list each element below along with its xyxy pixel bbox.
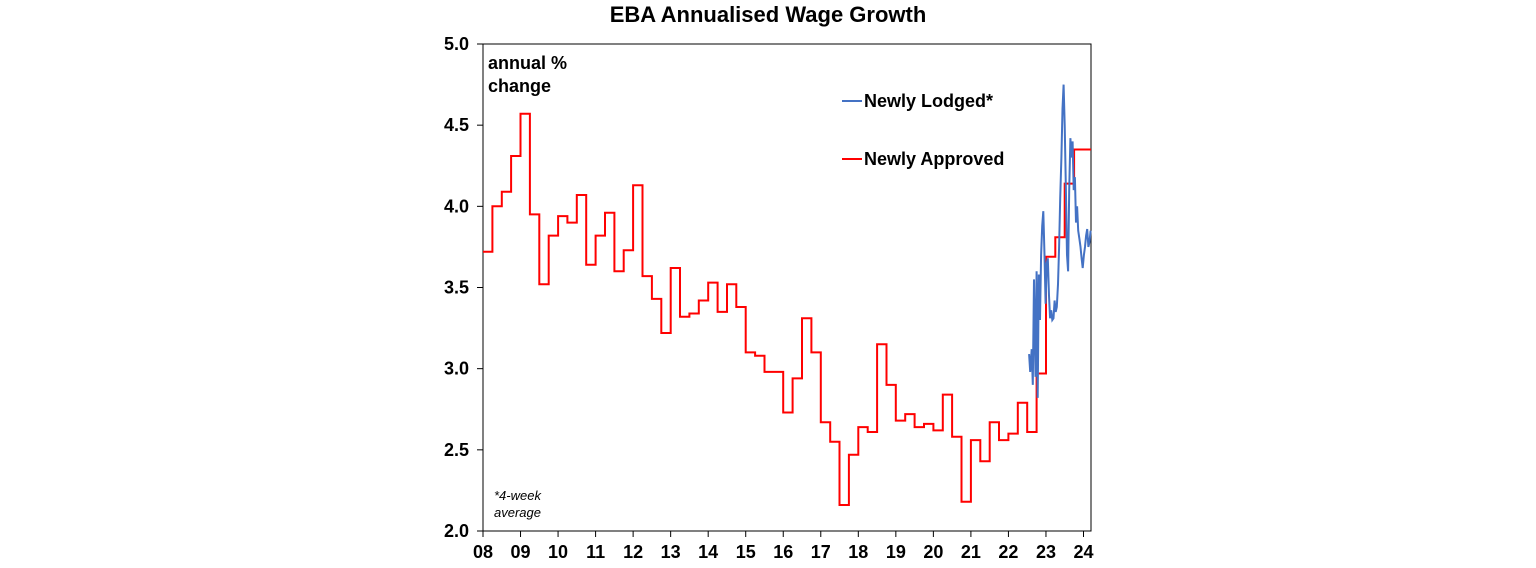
series-line-newly-approved [483,112,1091,506]
x-tick-label: 24 [1073,542,1093,562]
series-line-newly-lodged [1028,84,1092,398]
series-layer [483,84,1092,506]
y-tick-label: 3.5 [444,278,469,298]
footnote-line-1: *4-week [494,488,542,503]
x-tick-label: 10 [548,542,568,562]
x-tick-label: 17 [811,542,831,562]
y-tick-label: 2.0 [444,521,469,541]
chart-title: EBA Annualised Wage Growth [610,2,927,27]
y-tick-label: 3.0 [444,359,469,379]
y-tick-label: 5.0 [444,34,469,54]
y-tick-label: 2.5 [444,440,469,460]
y-tick-label: 4.0 [444,196,469,216]
x-tick-label: 15 [736,542,756,562]
x-axis: 08 09 10 11 12 13 14 15 16 17 18 19 20 21 22 23 24 [473,531,1094,562]
x-tick-label: 20 [923,542,943,562]
x-tick-label: 23 [1036,542,1056,562]
x-tick-label: 19 [886,542,906,562]
x-tick-label: 18 [848,542,868,562]
y-axis-unit-label-line-2: change [488,76,551,96]
plot-area [482,43,1092,532]
legend-label-newly-approved: Newly Approved [864,149,1004,169]
legend-label-newly-lodged: Newly Lodged* [864,91,993,111]
x-tick-label: 13 [661,542,681,562]
x-tick-label: 22 [998,542,1018,562]
x-tick-label: 21 [961,542,981,562]
y-tick-label: 4.5 [444,115,469,135]
y-axis: 2.0 2.5 3.0 3.5 4.0 4.5 5.0 [444,34,483,541]
x-tick-label: 12 [623,542,643,562]
x-tick-label: 08 [473,542,493,562]
x-tick-label: 11 [586,542,605,562]
x-tick-label: 09 [511,542,531,562]
y-axis-unit-label-line-1: annual % [488,53,567,73]
footnote-line-2: average [494,505,541,520]
legend: Newly Lodged* Newly Approved [842,91,1004,169]
x-tick-label: 14 [698,542,718,562]
x-tick-label: 16 [773,542,793,562]
